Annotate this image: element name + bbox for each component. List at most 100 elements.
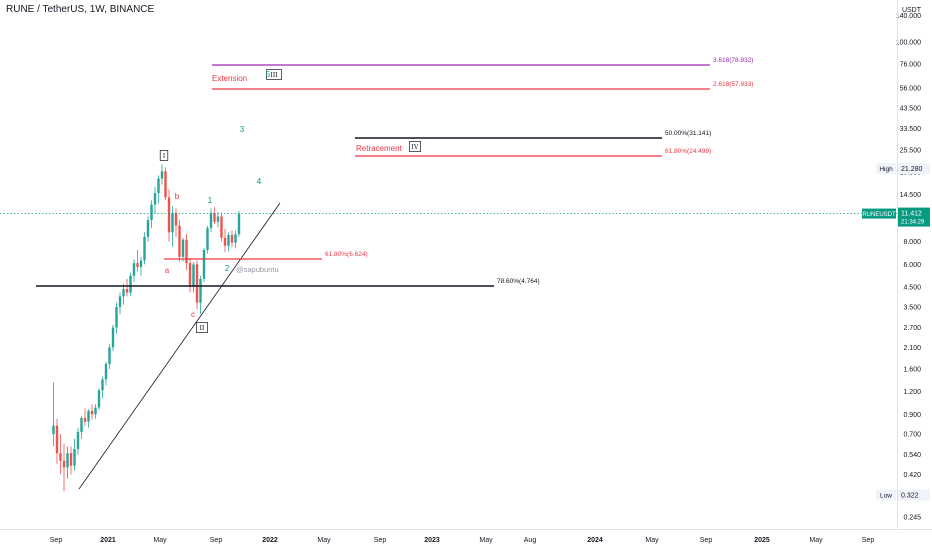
y-axis-tick-label: 33.500: [900, 126, 922, 133]
wave-label-III-box: [266, 69, 282, 80]
candle-body: [185, 239, 188, 264]
candle-body: [104, 364, 108, 380]
candle-body: [108, 347, 111, 365]
candle-body: [66, 453, 69, 468]
wave-label-c: c: [191, 310, 195, 319]
trendline: [78, 202, 281, 490]
candle-body: [153, 193, 157, 205]
wave-label-IV: IV: [411, 143, 418, 151]
wave-label-a: a: [165, 266, 170, 275]
y-axis-tick-label: 140.000: [896, 13, 921, 20]
candle-body: [136, 263, 139, 268]
candle-body: [69, 453, 73, 466]
wave-label-III: III: [271, 71, 279, 79]
candle-body: [223, 237, 227, 246]
candle-body: [188, 263, 192, 288]
candle-body: [234, 234, 237, 243]
candle-body: [146, 220, 150, 237]
candle-body: [157, 178, 160, 194]
symbol-title[interactable]: RUNE / TetherUS, 1W, BINANCE: [6, 4, 155, 15]
high-label-bg: [876, 163, 896, 174]
x-axis-tick-label: May: [153, 537, 167, 544]
y-axis-tick-label: 3.500: [903, 304, 921, 311]
candle-body: [230, 235, 234, 243]
candle-body: [76, 431, 80, 450]
candle-body: [171, 212, 174, 233]
x-axis-tick-label: 2024: [587, 537, 603, 544]
candle-body: [160, 171, 164, 179]
high-value-bg: [898, 163, 930, 174]
wave-label-II: II: [200, 324, 205, 332]
high-label: High: [879, 166, 893, 173]
low-value: 0.322: [901, 493, 919, 500]
y-axis-tick-label: 0.900: [903, 412, 921, 419]
candle-body: [115, 306, 118, 328]
x-axis-tick-label: May: [479, 537, 493, 544]
candle-body: [55, 425, 59, 454]
fib-level-label: 50.00%(31.141): [665, 130, 711, 137]
candle-body: [227, 235, 230, 246]
y-axis-tick-label: 0.245: [903, 515, 921, 522]
low-value-bg: [898, 489, 930, 501]
candle-body: [192, 264, 195, 288]
candle-body: [94, 407, 97, 415]
candle-body: [132, 263, 136, 276]
candle-body: [199, 278, 202, 303]
candle-body: [87, 410, 90, 422]
candle-body: [122, 288, 125, 297]
candle-body: [174, 212, 178, 226]
last-price-value: 11.412: [901, 211, 922, 218]
candle-body: [195, 264, 199, 303]
wave-label-I: I: [163, 152, 166, 160]
candle-body: [178, 225, 181, 257]
y-axis-tick-label: 100.000: [896, 40, 921, 47]
candle-body: [97, 390, 101, 408]
low-label: Low: [880, 493, 892, 500]
y-axis-tick-label: 0.420: [903, 472, 921, 479]
y-axis-tick-label: 14.500: [900, 192, 922, 199]
x-axis-tick-label: May: [317, 537, 331, 544]
y-axis-tick-label: 6.000: [903, 262, 921, 269]
wave-label-4: 4: [257, 177, 262, 186]
extension-label: Extension: [212, 74, 247, 83]
candle-body: [90, 410, 94, 415]
symbol-badge: RUNEUSDT: [862, 212, 896, 218]
candle-body: [83, 417, 87, 422]
fib-level-label: 2.618(57.933): [713, 81, 753, 88]
candle-body: [181, 239, 185, 257]
y-axis-tick-label: 4.500: [903, 285, 921, 292]
x-axis-tick-label: Aug: [524, 537, 537, 544]
x-axis-tick-label: Sep: [50, 537, 63, 544]
candle-body: [129, 275, 132, 293]
wave-label-I-box: [159, 150, 169, 161]
x-axis-tick-label: 2021: [100, 537, 116, 544]
candle-body: [80, 417, 83, 432]
candle-body: [143, 236, 146, 261]
wave-label-IV-box: [409, 141, 421, 152]
fib-level-label: 61.80%(6.624): [325, 251, 368, 258]
candle-body: [62, 460, 66, 468]
x-axis-tick-label: May: [809, 537, 823, 544]
wave-label-2: 2: [225, 264, 230, 273]
last-price-bg: [898, 207, 930, 227]
price-axis-divider: [897, 0, 898, 529]
author-watermark: @sapubuntu: [236, 265, 279, 274]
y-axis-unit-label: USDT: [902, 7, 922, 14]
x-axis-tick-label: Sep: [374, 537, 387, 544]
candles-layer: [52, 164, 241, 492]
x-axis-tick-label: 2022: [262, 537, 278, 544]
time-axis-divider: [0, 529, 932, 530]
drawings-layer: 3.618(78.932) 2.618(57.933) 50.00%(31.141)…: [0, 57, 897, 490]
y-axis-tick-label: 0.700: [903, 432, 921, 439]
y-axis-tick-label: 1.600: [903, 366, 921, 373]
fib-level-label: 3.618(78.932): [713, 57, 753, 64]
time-axis[interactable]: Sep 2021 May Sep 2022 May Sep 2023 May Aug 2024 May…: [50, 537, 875, 544]
candle-body: [125, 288, 129, 293]
wave-label-1: 1: [208, 196, 213, 205]
symbol-badge-bg: [862, 208, 896, 219]
x-axis-tick-label: Sep: [862, 537, 875, 544]
candle-body: [220, 216, 223, 238]
